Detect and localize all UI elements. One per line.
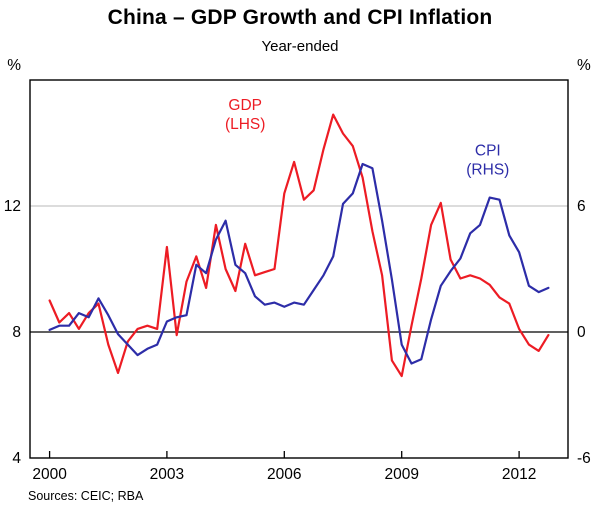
x-tick-label: 2003 xyxy=(150,466,184,483)
left-axis-unit: % xyxy=(7,57,21,74)
x-tick-label: 2009 xyxy=(384,466,418,483)
cpi-line xyxy=(48,162,550,365)
right-tick-label: 6 xyxy=(577,198,586,215)
gdp-series-label: GDP xyxy=(228,97,262,114)
source-note: Sources: CEIC; RBA xyxy=(28,489,144,503)
cpi-series-label: (RHS) xyxy=(466,162,509,179)
cpi-series-label: CPI xyxy=(475,143,501,160)
right-axis-unit: % xyxy=(577,57,591,74)
left-tick-label: 8 xyxy=(12,324,21,341)
chart-title: China – GDP Growth and CPI Inflation xyxy=(107,6,493,29)
left-tick-label: 4 xyxy=(12,450,21,467)
gdp-line xyxy=(48,113,550,378)
plot-frame xyxy=(29,79,569,459)
x-tick-label: 2000 xyxy=(32,466,67,483)
left-tick-label: 12 xyxy=(4,198,21,215)
right-tick-label: 0 xyxy=(577,324,586,341)
x-tick-label: 2012 xyxy=(502,466,536,483)
x-tick-label: 2006 xyxy=(267,466,301,483)
right-tick-label: -6 xyxy=(577,450,591,467)
gdp-series-label: (LHS) xyxy=(225,116,265,133)
chart-subtitle: Year-ended xyxy=(261,38,339,55)
